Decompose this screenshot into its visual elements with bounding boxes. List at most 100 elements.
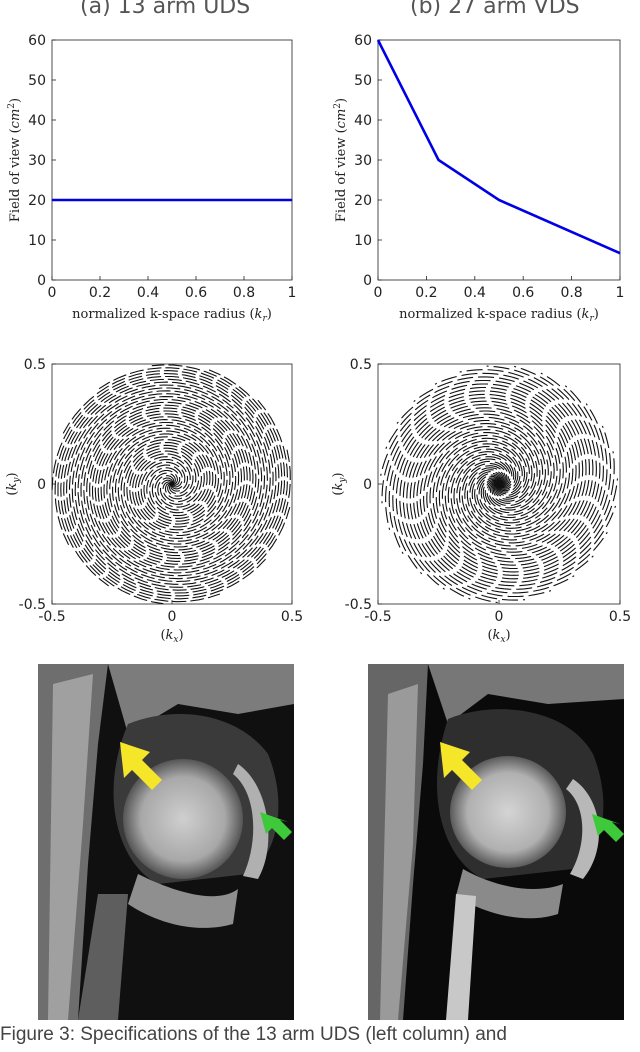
x-label-k: k [582,307,590,322]
spiral-arm [450,369,590,553]
x-tick-label: 0.5 [281,609,303,625]
panel-title-right: (b) 27 arm VDS [410,0,580,19]
y-label-sub: y [12,477,22,484]
y-label-close: ) [5,472,20,477]
y-tick-label: 40 [354,113,372,129]
spiral-arm [392,400,561,575]
x-label-close: ) [594,307,599,322]
fov-series-line [376,39,621,255]
y-label-close: ) [334,98,349,103]
x-label-sub: x [173,635,178,645]
x-label-open: ( [160,628,165,643]
spiral-arm [438,385,604,566]
x-axis-label: normalized k-space radius (kr) [72,307,272,324]
mri-picture-right [368,664,624,1020]
x-tick-label: 1 [288,285,297,301]
spiral-arm [83,367,280,583]
spiral-arm [63,384,263,603]
spiral-arm [381,390,571,535]
figure-caption: Figure 3: Specifications of the 13 arm U… [0,1024,507,1045]
y-label-unit: cm [8,109,23,129]
y-tick-label: 20 [28,193,46,209]
x-axis-label: (kx) [487,628,510,645]
spiral-arm [419,426,608,587]
spiral-arm [402,410,552,604]
x-label-sub: r [589,314,594,324]
y-label-sub: y [338,477,348,484]
panel-title-left: (a) 13 arm UDS [80,0,251,19]
y-label-sup: 2 [7,103,17,109]
spiral-arm [426,431,619,580]
spiral-arm [54,375,271,574]
y-label-unit: cm [334,109,349,129]
spiral-arm [409,416,552,598]
x-tick-label: 0.4 [137,285,159,301]
y-label-open: ( [5,490,20,495]
spiral-arm [441,372,601,563]
x-label-k: k [493,628,501,643]
yellow-arrow-right [440,742,482,790]
mri-image-left [38,664,294,1020]
x-tick-label: 0 [374,285,383,301]
spiral-arm [423,429,617,583]
spiral-arm [429,434,615,576]
spiral-arm [385,393,567,532]
x-label-text: normalized k-space radius ( [399,307,581,322]
y-tick-label: 0 [363,273,372,289]
y-tick-label: 0.5 [24,357,46,373]
y-axis-label: Field of view (cm2) [333,98,349,222]
spiral-arm [80,364,283,585]
x-tick-label: -0.5 [38,609,65,625]
spiral-arm [432,425,612,573]
spiral-arm [74,396,289,591]
y-axis-label: (ky) [5,472,22,495]
x-label-close: ) [267,307,272,322]
x-tick-label: 0.6 [512,285,534,301]
spiral-arm [406,413,549,601]
y-tick-label: -0.5 [345,597,372,613]
spiral-arm [385,383,577,541]
y-tick-label: 10 [28,233,46,249]
mri-image-right [368,664,624,1020]
spiral-arm [77,369,286,588]
x-tick-label: 0.8 [233,285,255,301]
spiral-arm [51,372,274,577]
spiral-arm [413,376,584,547]
y-tick-label: 50 [354,73,372,89]
spiral-arm [66,387,266,600]
x-tick-label: 0 [48,285,57,301]
y-tick-label: 0.5 [350,357,372,373]
spiral-arm [413,419,575,594]
y-tick-label: 40 [28,113,46,129]
x-tick-label: 0.2 [89,285,111,301]
x-label-k: k [166,628,174,643]
x-tick-label: 1 [616,285,625,301]
spiral-arm [62,370,277,580]
y-tick-label: -0.5 [19,597,46,613]
spiral-arm [388,397,564,554]
spiral-arm [60,381,266,605]
x-label-k: k [255,307,263,322]
y-label-k: k [331,482,346,490]
y-label-open: ( [331,490,346,495]
spiral-arm [435,403,608,570]
x-tick-label: 0.5 [609,609,631,625]
x-tick-label: 0 [168,609,177,625]
spiral-arm [444,365,597,560]
spiral-arm [399,407,555,600]
plot-frame [51,39,293,281]
x-tick-label: 0.2 [415,285,437,301]
green-arrow-left [260,812,292,840]
x-label-text: normalized k-space radius ( [72,307,254,322]
y-axis-label: (ky) [331,472,348,495]
y-tick-label: 0 [37,477,46,493]
x-tick-label: -0.5 [364,609,391,625]
y-tick-label: 20 [354,193,372,209]
x-tick-label: 0.4 [464,285,486,301]
y-tick-label: 30 [28,153,46,169]
x-axis-label: normalized k-space radius (kr) [399,307,599,324]
